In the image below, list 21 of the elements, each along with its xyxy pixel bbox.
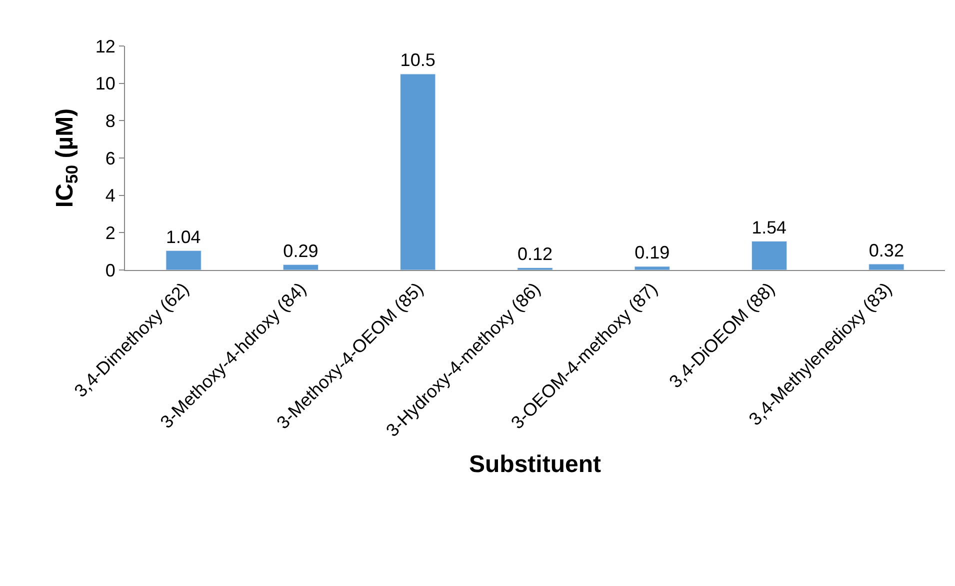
bar	[166, 250, 202, 270]
y-tick-label: 2	[105, 222, 116, 243]
bar	[868, 264, 904, 270]
data-label: 0.12	[517, 244, 553, 264]
y-tick-label: 6	[105, 148, 116, 168]
y-tick-label: 0	[105, 260, 116, 280]
data-label: 10.5	[400, 50, 436, 70]
y-tick-label: 4	[105, 186, 116, 206]
data-label: 0.19	[634, 242, 670, 263]
y-tick-label: 8	[105, 110, 116, 131]
data-label: 1.04	[166, 226, 201, 247]
bar	[282, 264, 319, 270]
bar	[751, 241, 788, 270]
data-label: 1.54	[752, 218, 787, 238]
bar	[634, 266, 670, 270]
bar	[400, 74, 436, 270]
data-label: 0.32	[868, 240, 904, 260]
y-tick-label: 12	[95, 36, 116, 56]
y-tick-label: 10	[95, 74, 116, 94]
data-label: 0.29	[283, 240, 318, 261]
x-axis-title: Substituent	[469, 450, 601, 478]
